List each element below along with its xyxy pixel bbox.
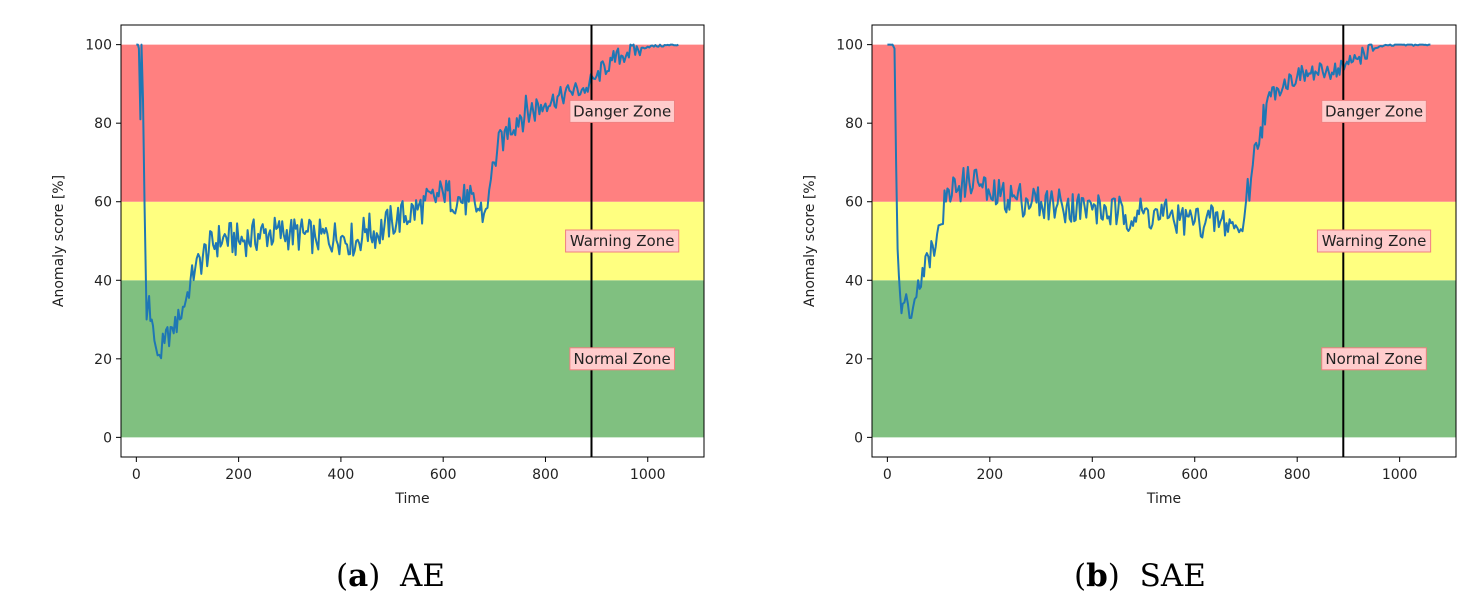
zone-label-2: Danger Zone [1325,102,1423,120]
x-tick-label-4: 800 [532,467,559,483]
x-tick-label-0: 0 [132,467,141,483]
x-tick-label-4: 800 [1284,467,1311,483]
zone-label-0: Normal Zone [1325,350,1422,368]
y-tick-label-3: 60 [845,195,863,211]
zone-label-1: Warning Zone [1322,232,1427,250]
zone-band-2 [872,44,1456,202]
zone-label-box-0 [569,347,675,371]
zone-label-box-2 [569,99,675,123]
zone-label-box-2 [1321,99,1427,123]
y-tick-label-2: 40 [845,273,863,289]
x-tick-label-0: 0 [883,467,892,483]
y-tick-label-4: 80 [94,116,112,132]
x-tick-label-1: 200 [225,467,252,483]
caption-b-letter: b [1086,558,1108,594]
zone-label-box-1 [1316,229,1432,253]
y-axis-label: Anomaly score [%] [802,175,818,307]
caption-a-letter: a [348,558,369,594]
y-tick-label-5: 100 [836,38,863,54]
y-tick-label-0: 0 [854,430,863,446]
series-line-SAE [887,43,1431,319]
caption-b-text: SAE [1139,558,1206,594]
zone-band-2 [121,44,704,202]
y-tick-label-1: 20 [845,352,863,368]
axes-frame [120,24,705,458]
x-tick-label-3: 600 [430,467,457,483]
y-tick-label-3: 60 [94,195,112,211]
y-tick-label-4: 80 [845,116,863,132]
zone-label-1: Warning Zone [570,232,675,250]
y-tick-label-2: 40 [94,273,112,289]
zone-label-0: Normal Zone [574,350,671,368]
axes-frame [871,24,1457,458]
x-tick-label-1: 200 [976,467,1003,483]
series-line-AE [136,43,679,360]
x-tick-label-5: 1000 [630,467,666,483]
y-tick-label-0: 0 [103,430,112,446]
x-tick-label-2: 400 [1079,467,1106,483]
zone-label-2: Danger Zone [573,102,671,120]
x-axis-label: Time [1146,491,1181,507]
y-axis-label: Anomaly score [%] [51,175,67,307]
x-tick-label-5: 1000 [1382,467,1418,483]
x-axis-label: Time [394,491,429,507]
x-tick-label-3: 600 [1181,467,1208,483]
x-tick-label-2: 400 [328,467,355,483]
caption-a-text: AE [400,558,446,594]
zone-label-box-1 [565,229,680,253]
caption-b: (b) SAE [1074,558,1206,594]
caption-a: (a) AE [336,558,446,594]
y-tick-label-1: 20 [94,352,112,368]
zone-label-box-0 [1321,347,1427,371]
y-tick-label-5: 100 [85,38,112,54]
